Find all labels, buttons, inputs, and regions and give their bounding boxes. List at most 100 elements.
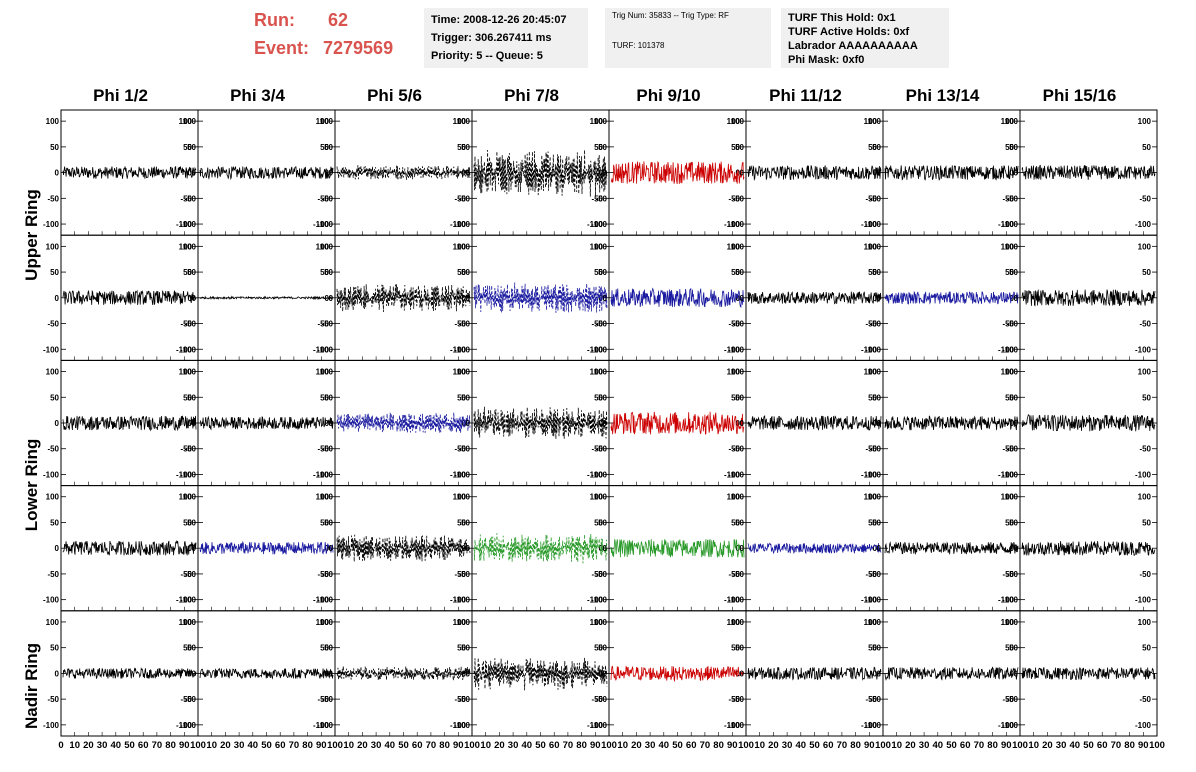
y-tick-label: 0: [736, 669, 741, 678]
y-tick-label: -100: [313, 345, 330, 354]
y-tick-label: 50: [731, 393, 740, 402]
y-tick-label: -100: [43, 345, 60, 354]
y-tick-label: 50: [324, 143, 333, 152]
y-tick-label: -100: [865, 470, 882, 479]
waveform-trace: [473, 657, 608, 691]
y-tick-label: 50: [872, 268, 881, 277]
y-tick-label: 50: [868, 644, 877, 653]
y-tick-label: 100: [46, 618, 60, 627]
y-tick-label: 100: [727, 493, 741, 502]
y-tick-label: -100: [313, 470, 330, 479]
x-tick-label: 20: [83, 740, 94, 751]
y-tick-label: 50: [320, 644, 329, 653]
y-tick-label: -50: [1139, 695, 1151, 704]
y-tick-label: 100: [316, 117, 330, 126]
y-tick-label: -100: [450, 220, 467, 229]
y-tick-label: -100: [1002, 721, 1019, 730]
x-tick-label: 100: [1012, 740, 1028, 751]
y-tick-label: 50: [187, 268, 196, 277]
y-tick-label: 100: [179, 117, 193, 126]
trig-info-box: Trig Num: 35833 -- Trig Type: RF TURF: 1…: [605, 8, 771, 68]
y-tick-label: -50: [869, 570, 881, 579]
x-tick-label: 100: [327, 740, 343, 751]
y-tick-label: 100: [1138, 618, 1152, 627]
y-tick-label: -100: [313, 220, 330, 229]
x-tick-label: 70: [1111, 740, 1122, 751]
y-tick-label: -100: [317, 220, 334, 229]
x-tick-label: 60: [549, 740, 560, 751]
x-tick-label: 60: [960, 740, 971, 751]
y-tick-label: 50: [1142, 268, 1151, 277]
y-tick-label: -100: [865, 220, 882, 229]
y-tick-label: 100: [868, 117, 882, 126]
y-tick-label: -100: [998, 345, 1015, 354]
x-tick-label: 90: [179, 740, 190, 751]
y-tick-label: -50: [180, 695, 192, 704]
x-tick-label: 10: [480, 740, 491, 751]
y-tick-label: 100: [320, 618, 334, 627]
y-tick-label: 0: [740, 419, 745, 428]
y-tick-label: 0: [466, 669, 471, 678]
y-tick-label: -100: [998, 220, 1015, 229]
waveform-trace: [610, 160, 745, 184]
y-tick-label: -50: [595, 445, 607, 454]
y-tick-label: -100: [728, 721, 745, 730]
x-tick-label: 80: [302, 740, 313, 751]
y-tick-label: -100: [1002, 470, 1019, 479]
y-tick-label: 50: [183, 393, 192, 402]
y-tick-label: 50: [735, 644, 744, 653]
x-tick-label: 60: [1097, 740, 1108, 751]
y-tick-label: -100: [587, 470, 604, 479]
y-tick-label: -50: [180, 320, 192, 329]
y-tick-label: -50: [865, 570, 877, 579]
y-tick-label: -50: [184, 570, 196, 579]
y-tick-label: -100: [180, 470, 197, 479]
waveform-trace: [62, 667, 197, 680]
y-tick-label: -100: [998, 470, 1015, 479]
waveform-trace: [884, 666, 1019, 681]
y-tick-label: -100: [43, 220, 60, 229]
y-tick-label: 50: [50, 518, 59, 527]
waveform-trace: [62, 165, 197, 179]
waveform-trace: [473, 149, 608, 197]
y-tick-label: 0: [466, 419, 471, 428]
y-tick-label: -50: [321, 445, 333, 454]
y-tick-label: -50: [595, 320, 607, 329]
y-tick-label: 50: [1005, 518, 1014, 527]
y-tick-label: -100: [1002, 345, 1019, 354]
x-tick-label: 80: [850, 740, 861, 751]
time-info-box: Time: 2008-12-26 20:45:07 Trigger: 306.2…: [424, 8, 588, 68]
waveform-trace: [1021, 164, 1156, 180]
waveform-trace: [747, 542, 882, 555]
y-tick-label: 100: [179, 242, 193, 251]
y-tick-label: 0: [462, 294, 467, 303]
x-tick-label: 90: [1138, 740, 1149, 751]
y-tick-label: -50: [317, 445, 329, 454]
y-tick-label: 0: [188, 544, 193, 553]
y-tick-label: 0: [873, 169, 878, 178]
y-tick-label: 0: [1147, 294, 1152, 303]
y-tick-label: 50: [457, 518, 466, 527]
y-tick-label: 100: [727, 242, 741, 251]
y-tick-label: -100: [587, 596, 604, 605]
y-tick-label: -50: [321, 570, 333, 579]
y-tick-label: 0: [603, 669, 608, 678]
y-tick-label: -50: [454, 445, 466, 454]
y-tick-label: 100: [179, 493, 193, 502]
x-tick-label: 90: [864, 740, 875, 751]
y-tick-label: 100: [864, 618, 878, 627]
y-tick-label: 0: [329, 169, 334, 178]
waveform-trace: [747, 415, 882, 431]
y-tick-label: -50: [869, 320, 881, 329]
y-tick-label: 100: [316, 493, 330, 502]
waveform-trace: [62, 289, 197, 306]
y-tick-label: 0: [1014, 294, 1019, 303]
waveform-trace: [473, 406, 608, 440]
y-tick-label: -50: [865, 320, 877, 329]
y-tick-label: 50: [1142, 143, 1151, 152]
y-tick-label: 50: [868, 518, 877, 527]
y-tick-label: -50: [591, 570, 603, 579]
x-tick-label: 100: [190, 740, 206, 751]
y-tick-label: -50: [728, 445, 740, 454]
x-tick-label: 80: [439, 740, 450, 751]
